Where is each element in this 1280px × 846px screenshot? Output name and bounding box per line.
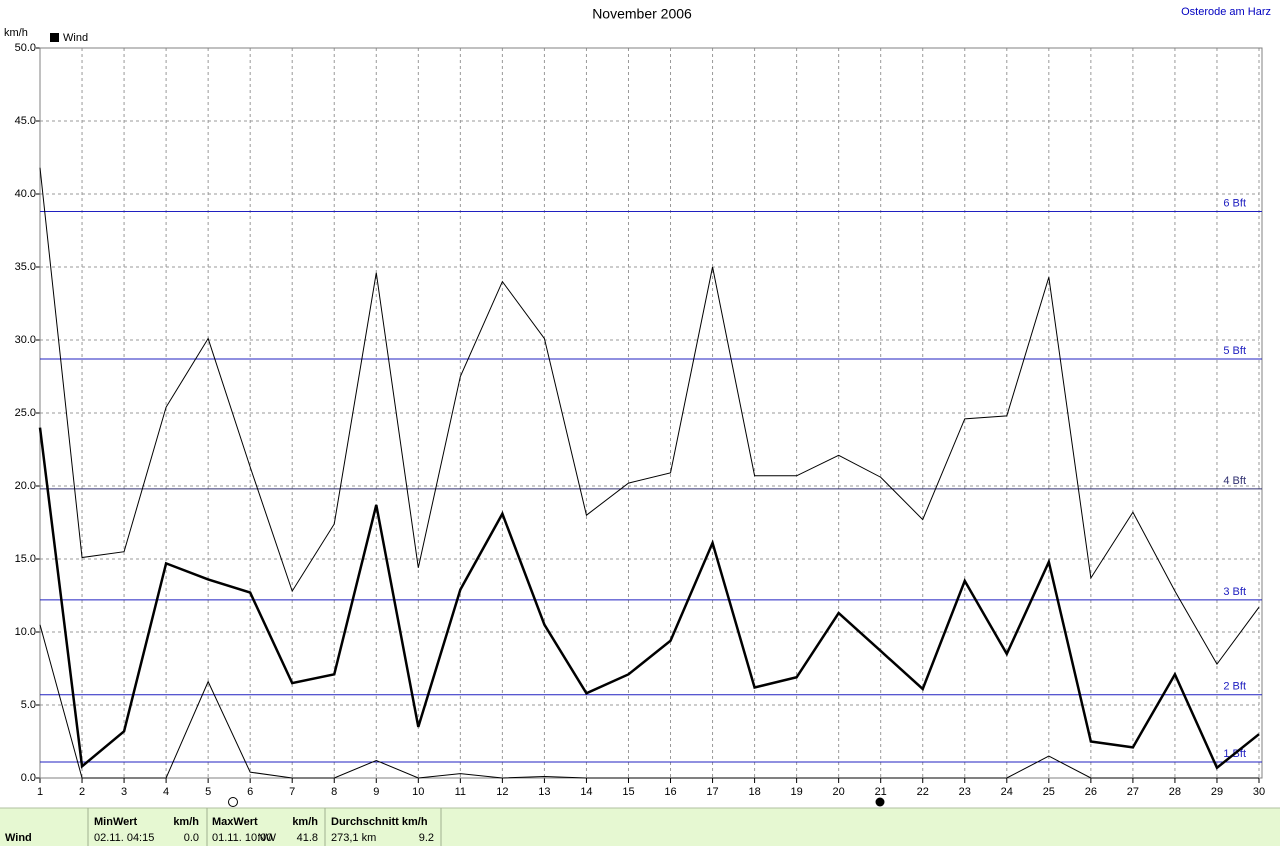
y-tick-label: 30.0 <box>15 334 36 346</box>
x-tick-label: 12 <box>496 786 508 798</box>
line <box>39 167 1260 666</box>
x-tick-label: 16 <box>664 786 676 798</box>
x-tick-label: 29 <box>1211 786 1223 798</box>
x-tick-label: 25 <box>1043 786 1055 798</box>
reference-label: 2 Bft <box>1223 681 1246 693</box>
x-tick-label: 4 <box>163 786 169 798</box>
x-tick-label: 5 <box>205 786 211 798</box>
reference-label: 3 Bft <box>1223 586 1246 598</box>
avg-title: Durchschnitt km/h <box>331 816 428 828</box>
y-tick-label: 10.0 <box>15 626 36 638</box>
reference-label: 5 Bft <box>1223 345 1246 357</box>
chart-title: November 2006 <box>592 6 692 22</box>
y-tick-label: 5.0 <box>21 699 36 711</box>
x-tick-label: 6 <box>247 786 253 798</box>
reference-label: 4 Bft <box>1223 475 1246 487</box>
x-tick-label: 19 <box>790 786 802 798</box>
avg-distance: 273,1 km <box>331 832 376 844</box>
max-time: 01.11. 10:00 <box>212 832 272 844</box>
min-value: 0.0 <box>184 832 199 844</box>
y-tick-label: 50.0 <box>15 42 36 54</box>
summary-table: Wind MinWert km/h 02.11. 04:15 0.0 MaxWe… <box>0 807 1280 846</box>
x-tick-label: 21 <box>875 786 887 798</box>
x-tick-label: 17 <box>706 786 718 798</box>
min-time: 02.11. 04:15 <box>94 832 154 844</box>
summary-bg <box>0 808 1280 846</box>
location: Osterode am Harz <box>1181 6 1271 18</box>
y-tick-label: 25.0 <box>15 407 36 419</box>
moon-new <box>875 797 885 807</box>
y-tick-label: 35.0 <box>15 261 36 273</box>
y-tick-label: 0.0 <box>21 772 36 784</box>
line <box>38 427 1260 770</box>
max-title: MaxWert <box>212 816 258 828</box>
line <box>39 624 1259 779</box>
x-tick-label: 14 <box>580 786 592 798</box>
y-tick-label: 20.0 <box>15 480 36 492</box>
max-value: 41.8 <box>297 832 318 844</box>
x-tick-label: 28 <box>1169 786 1181 798</box>
y-tick-label: 15.0 <box>15 553 36 565</box>
legend-label: Wind <box>63 32 88 44</box>
x-tick-label: 24 <box>1001 786 1013 798</box>
x-tick-label: 22 <box>917 786 929 798</box>
x-tick-label: 2 <box>79 786 85 798</box>
x-tick-label: 15 <box>622 786 634 798</box>
x-tick-label: 1 <box>37 786 43 798</box>
x-tick-label: 11 <box>455 786 466 798</box>
min-title: MinWert <box>94 816 138 828</box>
max-unit: km/h <box>292 816 318 828</box>
plot: 0.0 5.0 10.0 15.0 20.0 25.0 30.0 35.0 40.0 45.0 50… <box>15 42 1266 798</box>
reference-label: 6 Bft <box>1223 197 1246 209</box>
summary-label: Wind <box>5 832 32 844</box>
x-tick-label: 30 <box>1253 786 1265 798</box>
x-tick-label: 3 <box>121 786 127 798</box>
max-dir: NW <box>258 832 277 844</box>
y-tick-label: 45.0 <box>15 115 36 127</box>
min-unit: km/h <box>173 816 199 828</box>
y-tick-label: 40.0 <box>15 188 36 200</box>
x-tick-label: 18 <box>748 786 760 798</box>
x-tick-label: 20 <box>833 786 845 798</box>
x-tick-label: 8 <box>331 786 337 798</box>
x-tick-label: 7 <box>289 786 295 798</box>
legend-swatch <box>50 33 59 42</box>
avg-value: 9.2 <box>419 832 434 844</box>
x-tick-label: 23 <box>959 786 971 798</box>
x-tick-label: 26 <box>1085 786 1097 798</box>
moon-full <box>228 797 238 807</box>
x-tick-label: 10 <box>412 786 424 798</box>
y-axis-label: km/h <box>4 27 28 39</box>
x-tick-label: 13 <box>538 786 550 798</box>
x-tick-label: 9 <box>373 786 379 798</box>
x-tick-label: 27 <box>1127 786 1139 798</box>
